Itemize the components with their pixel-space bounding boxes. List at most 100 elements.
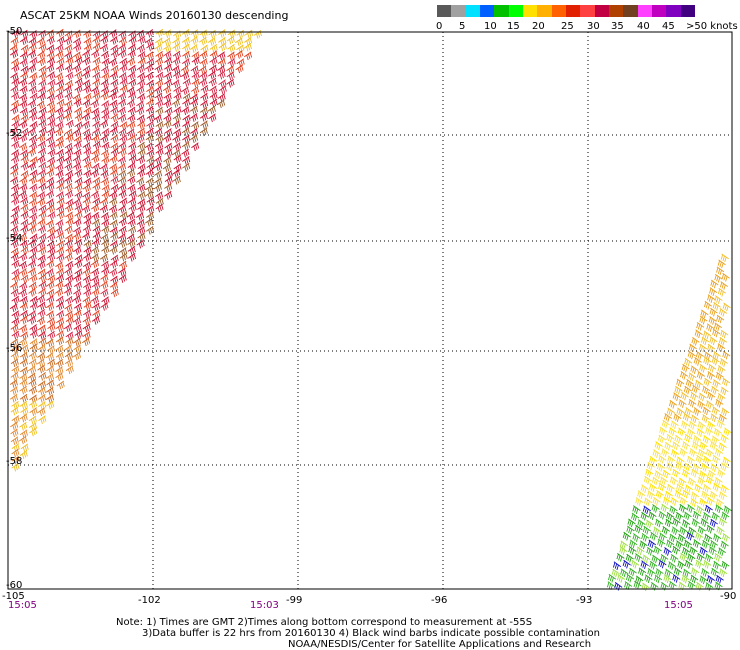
wind-barb [74, 259, 83, 269]
wind-barb [699, 575, 708, 585]
wind-barb [688, 372, 697, 382]
wind-barb [714, 552, 723, 562]
wind-barb [723, 505, 732, 515]
wind-barb [65, 56, 74, 66]
wind-barb [136, 239, 145, 249]
wind-barb [27, 127, 36, 137]
wind-barb [11, 133, 20, 143]
wind-barb [127, 71, 136, 81]
wind-barb [118, 141, 127, 151]
wind-barb [55, 267, 65, 277]
wind-barb [28, 135, 38, 144]
wind-barb [55, 79, 65, 88]
wind-barb [29, 246, 38, 255]
wind-barb [20, 331, 29, 340]
wind-barb [46, 182, 55, 192]
wind-barb [10, 190, 19, 200]
wind-barb [679, 552, 688, 562]
wind-barb [55, 91, 64, 101]
wind-barb [19, 120, 28, 129]
wind-barb [146, 162, 155, 171]
wind-barb [56, 98, 65, 108]
wind-barb [146, 205, 155, 214]
wind-barb [27, 162, 36, 171]
wind-barb [38, 161, 47, 171]
wind-barb [82, 183, 91, 193]
wind-barb [145, 134, 154, 144]
wind-barb [64, 351, 73, 361]
wind-barb [101, 128, 110, 137]
wind-barb [37, 191, 46, 200]
wind-barb [19, 315, 29, 325]
wind-barb [137, 226, 146, 235]
wind-barb [47, 330, 56, 340]
wind-barb [657, 538, 666, 548]
wind-barb [83, 253, 92, 262]
wind-barb [20, 443, 29, 453]
wind-barb [146, 86, 155, 95]
lon-label: -93 [576, 595, 593, 606]
wind-barb [19, 450, 28, 459]
wind-barb [145, 177, 154, 187]
wind-barb [180, 71, 190, 80]
wind-barb [118, 205, 127, 214]
wind-barb [145, 184, 154, 194]
wind-barb [637, 519, 646, 528]
wind-barb [171, 99, 180, 108]
wind-barb [45, 352, 54, 362]
wind-barb [118, 43, 127, 53]
wind-barb [687, 580, 696, 590]
wind-barb [191, 56, 200, 66]
wind-barb [29, 198, 38, 207]
wind-barb [173, 30, 182, 40]
wind-barb [181, 148, 190, 158]
wind-barb [218, 42, 227, 52]
wind-barb [118, 183, 127, 192]
map-grid [8, 32, 732, 589]
wind-barb [118, 113, 127, 123]
wind-barb [19, 252, 28, 262]
wind-barb [9, 303, 18, 313]
wind-barb [718, 336, 728, 346]
wind-barb [118, 37, 127, 46]
colorbar-segment [651, 5, 667, 17]
wind-barb [10, 37, 19, 46]
wind-barb [20, 170, 29, 179]
wind-barb [722, 302, 731, 312]
wind-barb [11, 91, 20, 101]
wind-barb [712, 482, 721, 492]
colorbar-label: 5 [459, 21, 466, 32]
wind-barb [651, 504, 660, 513]
wind-barb [55, 106, 64, 116]
wind-barb [55, 219, 64, 228]
wind-barb [701, 462, 710, 472]
wind-barb [678, 399, 687, 408]
wind-barb [145, 51, 154, 61]
wind-barb [651, 476, 661, 486]
wind-barb [46, 288, 55, 298]
wind-barb [19, 85, 28, 95]
wind-barb [63, 85, 73, 94]
wind-barb [27, 365, 37, 375]
colorbar-segment [608, 5, 624, 17]
wind-barb [110, 44, 119, 54]
wind-barb [37, 240, 46, 250]
wind-barb [695, 581, 704, 591]
wind-barb [172, 43, 181, 52]
wind-barb [118, 30, 127, 40]
wind-barb [163, 113, 172, 123]
wind-barb [136, 134, 145, 143]
wind-barb [55, 170, 64, 179]
wind-barb [722, 456, 731, 466]
wind-barb [82, 70, 91, 80]
wind-barb [199, 106, 209, 116]
wind-barb [73, 43, 82, 52]
wind-barb [83, 106, 92, 116]
wind-barb [118, 225, 127, 235]
colorbar-segment [637, 5, 652, 17]
wind-barb [56, 85, 65, 95]
wind-barb [640, 511, 649, 521]
wind-barb [55, 351, 64, 361]
wind-barb [681, 574, 690, 584]
wind-barb [19, 378, 28, 388]
